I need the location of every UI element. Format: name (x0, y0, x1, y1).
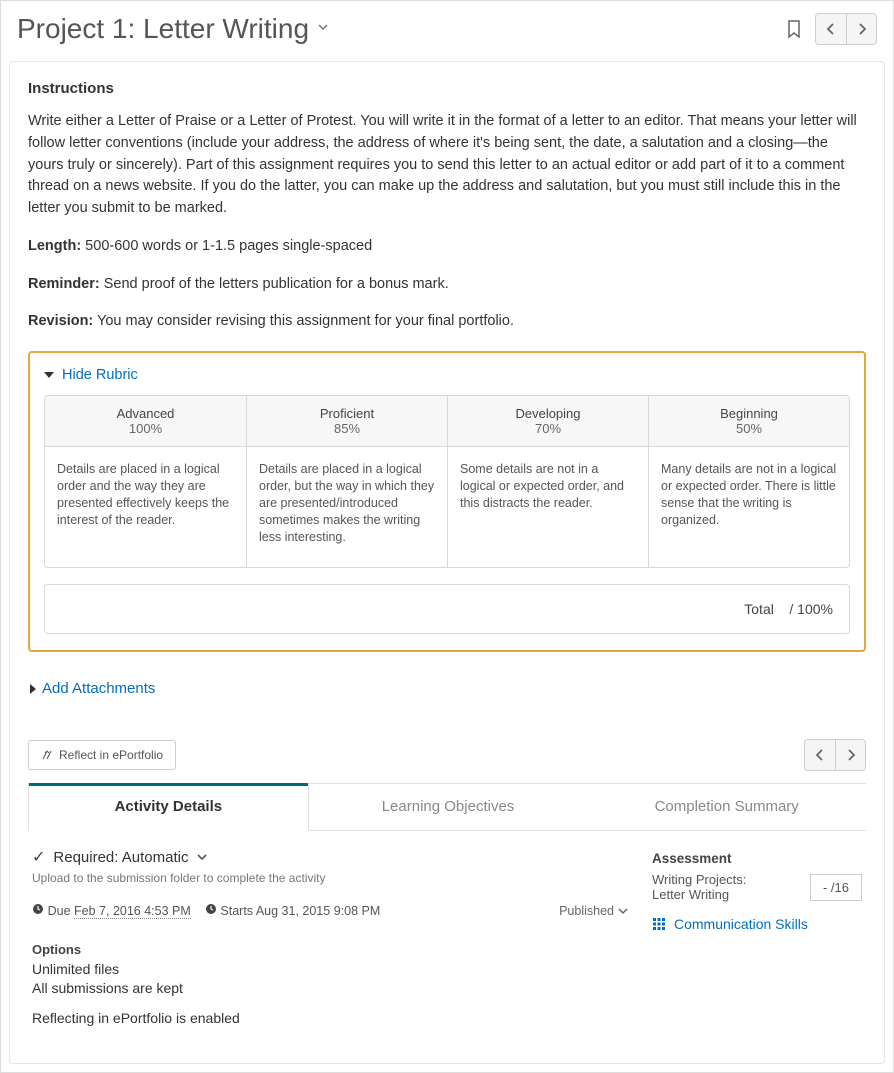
tabs-row: Activity Details Learning Objectives Com… (28, 783, 866, 831)
level-percent: 70% (456, 421, 640, 436)
reflect-icon (41, 749, 53, 761)
tab-label: Activity Details (115, 798, 223, 815)
reflect-eportfolio-button[interactable]: Reflect in ePortfolio (28, 740, 176, 770)
activity-panel-left: ✓ Required: Automatic Upload to the subm… (32, 847, 628, 1029)
instructions-revision: Revision: You may consider revising this… (28, 311, 866, 333)
page-title: Project 1: Letter Writing (17, 13, 309, 45)
activity-panel: ✓ Required: Automatic Upload to the subm… (28, 831, 866, 1053)
instructions-heading: Instructions (28, 80, 866, 97)
page-container: Project 1: Letter Writing Instructions W… (0, 0, 894, 1073)
due-date[interactable]: Feb 7, 2016 4:53 PM (74, 904, 191, 919)
meta-row: Due Feb 7, 2016 4:53 PM Starts Aug 31, 2… (32, 903, 628, 918)
assessment-heading: Assessment (652, 851, 862, 866)
clock-icon (32, 903, 48, 918)
instructions-reminder: Reminder: Send proof of the letters publ… (28, 274, 866, 296)
required-label: Required: Automatic (53, 849, 188, 866)
rubric-panel: Hide Rubric Advanced 100% Proficient 85%… (28, 351, 866, 652)
tab-activity-details[interactable]: Activity Details (28, 784, 309, 831)
checkmark-icon: ✓ (32, 847, 45, 867)
option-line: Reflecting in ePortfolio is enabled (32, 1010, 628, 1026)
reflect-label: Reflect in ePortfolio (59, 748, 163, 762)
rubric-header-row: Advanced 100% Proficient 85% Developing … (45, 396, 849, 447)
rubric-total-row: Total / 100% (44, 584, 850, 634)
rubric-level-header: Developing 70% (447, 396, 648, 447)
assessment-score: - /16 (810, 874, 862, 901)
title-dropdown-chevron-icon[interactable] (317, 20, 329, 38)
lower-prev-button[interactable] (805, 740, 835, 770)
level-name: Beginning (657, 406, 841, 421)
rubric-cell[interactable]: Some details are not in a logical or exp… (447, 447, 648, 567)
level-percent: 85% (255, 421, 439, 436)
clock-icon (205, 903, 221, 918)
rubric-total-value: / 100% (789, 601, 833, 617)
chevron-down-icon (618, 906, 628, 916)
caret-down-icon (44, 372, 54, 378)
options-heading: Options (32, 942, 628, 957)
content-card: Instructions Write either a Letter of Pr… (9, 61, 885, 1064)
due-block: Due Feb 7, 2016 4:53 PM (32, 903, 191, 918)
instructions-body: Write either a Letter of Praise or a Let… (28, 111, 866, 220)
rubric-level-header: Beginning 50% (648, 396, 849, 447)
tab-completion-summary[interactable]: Completion Summary (587, 784, 866, 830)
option-line: All submissions are kept (32, 980, 628, 996)
lower-nav-group (804, 739, 866, 771)
assessment-line1: Writing Projects: (652, 872, 746, 887)
rubric-total-label: Total (744, 601, 774, 617)
rubric-level-header: Advanced 100% (45, 396, 246, 447)
starts-date: Aug 31, 2015 9:08 PM (256, 904, 380, 918)
add-attachments-label: Add Attachments (42, 680, 155, 697)
rubric-level-header: Proficient 85% (246, 396, 447, 447)
reflect-bar: Reflect in ePortfolio (28, 739, 866, 771)
published-dropdown[interactable]: Published (559, 904, 628, 918)
lower-next-button[interactable] (835, 740, 865, 770)
rubric-grid-icon (652, 917, 666, 931)
title-left: Project 1: Letter Writing (17, 13, 329, 45)
hide-rubric-toggle[interactable]: Hide Rubric (44, 367, 138, 383)
rubric-cell[interactable]: Many details are not in a logical or exp… (648, 447, 849, 567)
reminder-label: Reminder: (28, 276, 100, 292)
prev-button[interactable] (816, 14, 846, 44)
hide-rubric-label: Hide Rubric (62, 367, 138, 383)
bookmark-icon[interactable] (779, 14, 809, 44)
option-line: Unlimited files (32, 961, 628, 977)
level-percent: 50% (657, 421, 841, 436)
published-label: Published (559, 904, 614, 918)
rubric-link-label: Communication Skills (674, 916, 808, 932)
level-percent: 100% (53, 421, 238, 436)
instructions-length: Length: 500-600 words or 1-1.5 pages sin… (28, 236, 866, 258)
rubric-cell[interactable]: Details are placed in a logical order an… (45, 447, 246, 567)
required-subtext: Upload to the submission folder to compl… (32, 871, 628, 885)
rubric-link[interactable]: Communication Skills (652, 916, 808, 932)
length-text: 500-600 words or 1-1.5 pages single-spac… (81, 238, 372, 254)
assessment-line2: Letter Writing (652, 887, 746, 902)
tab-label: Completion Summary (655, 798, 799, 815)
revision-text: You may consider revising this assignmen… (93, 313, 514, 329)
tab-learning-objectives[interactable]: Learning Objectives (309, 784, 588, 830)
chevron-down-icon (196, 851, 208, 863)
tab-label: Learning Objectives (382, 798, 515, 815)
reminder-text: Send proof of the letters publication fo… (100, 276, 449, 292)
assessment-item-name: Writing Projects: Letter Writing (652, 872, 746, 902)
activity-panel-right: Assessment Writing Projects: Letter Writ… (652, 847, 862, 1029)
starts-prefix: Starts (220, 904, 255, 918)
nav-button-group (815, 13, 877, 45)
title-bar: Project 1: Letter Writing (1, 1, 893, 51)
add-attachments-link[interactable]: Add Attachments (30, 680, 155, 697)
length-label: Length: (28, 238, 81, 254)
meta-left: Due Feb 7, 2016 4:53 PM Starts Aug 31, 2… (32, 903, 380, 918)
caret-right-icon (30, 684, 36, 694)
assessment-row: Writing Projects: Letter Writing - /16 (652, 872, 862, 902)
level-name: Developing (456, 406, 640, 421)
rubric-cell[interactable]: Details are placed in a logical order, b… (246, 447, 447, 567)
next-button[interactable] (846, 14, 876, 44)
title-actions (779, 13, 877, 45)
revision-label: Revision: (28, 313, 93, 329)
rubric-criteria-row: Details are placed in a logical order an… (45, 447, 849, 567)
due-prefix: Due (48, 904, 74, 918)
rubric-table: Advanced 100% Proficient 85% Developing … (44, 395, 850, 568)
required-row[interactable]: ✓ Required: Automatic (32, 847, 628, 867)
level-name: Proficient (255, 406, 439, 421)
starts-block: Starts Aug 31, 2015 9:08 PM (205, 903, 380, 918)
level-name: Advanced (53, 406, 238, 421)
